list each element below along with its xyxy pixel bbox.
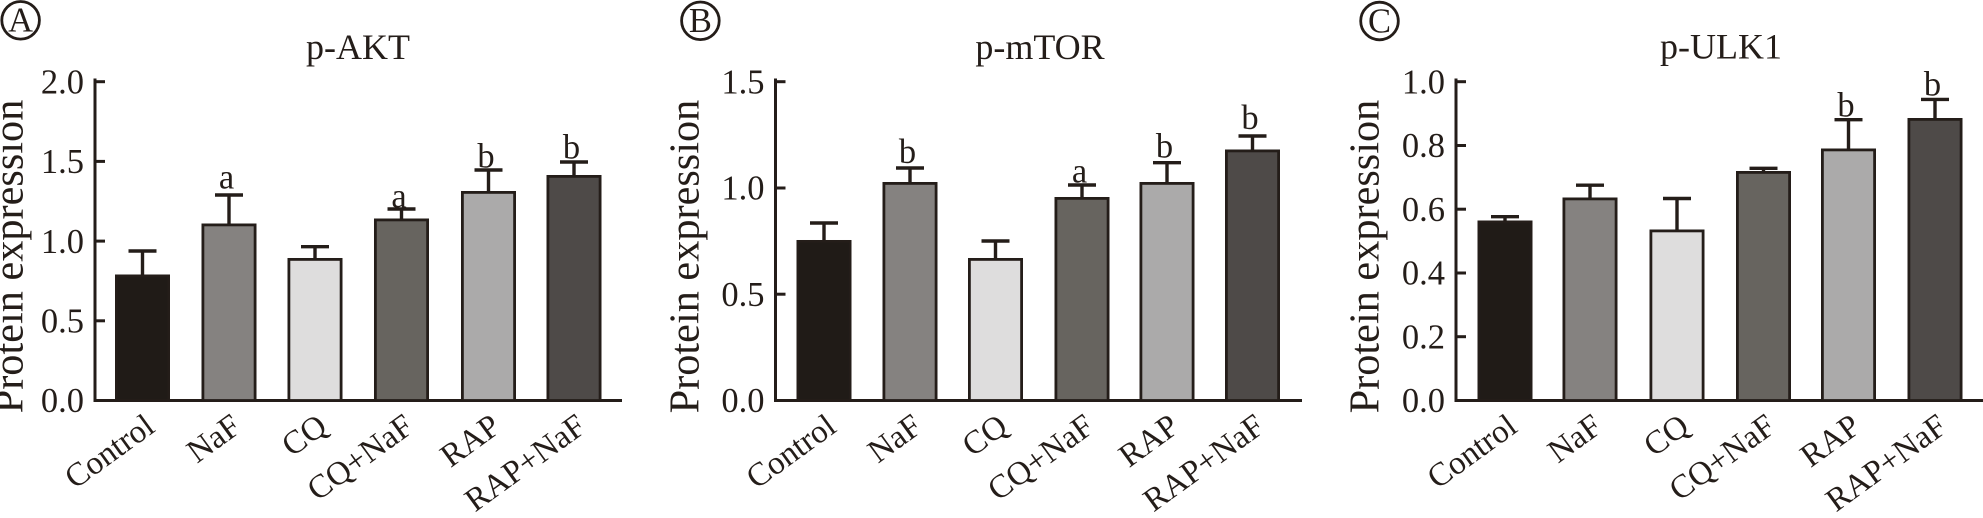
- svg-text:1.5: 1.5: [721, 63, 764, 101]
- svg-text:Protein expression: Protein expression: [662, 100, 709, 414]
- svg-text:1.0: 1.0: [721, 170, 764, 208]
- svg-text:b: b: [477, 138, 494, 176]
- svg-text:B: B: [689, 2, 712, 40]
- svg-text:0.5: 0.5: [41, 303, 84, 341]
- svg-text:A: A: [8, 2, 33, 40]
- svg-text:0.8: 0.8: [1402, 127, 1445, 165]
- svg-text:p-mTOR: p-mTOR: [975, 27, 1104, 67]
- svg-text:Protein expression: Protein expression: [1342, 100, 1389, 414]
- svg-text:b: b: [563, 129, 580, 167]
- svg-text:a: a: [219, 159, 234, 197]
- svg-text:0.0: 0.0: [41, 382, 84, 420]
- svg-text:0.6: 0.6: [1402, 191, 1445, 229]
- svg-text:p-ULK1: p-ULK1: [1660, 27, 1782, 67]
- svg-text:1.5: 1.5: [41, 143, 84, 181]
- svg-text:b: b: [1156, 128, 1173, 166]
- svg-text:0.2: 0.2: [1402, 318, 1445, 356]
- svg-text:0.0: 0.0: [721, 382, 764, 420]
- svg-text:a: a: [1072, 152, 1087, 190]
- svg-text:1.0: 1.0: [41, 223, 84, 261]
- svg-text:p-AKT: p-AKT: [306, 27, 410, 67]
- svg-text:0.4: 0.4: [1402, 255, 1445, 293]
- svg-text:C: C: [1368, 2, 1391, 40]
- svg-text:0.0: 0.0: [1402, 382, 1445, 420]
- svg-text:b: b: [1837, 87, 1854, 125]
- svg-text:1.0: 1.0: [1402, 63, 1445, 101]
- svg-text:2.0: 2.0: [41, 63, 84, 101]
- svg-text:b: b: [899, 133, 916, 171]
- svg-text:b: b: [1924, 66, 1941, 104]
- svg-text:b: b: [1241, 99, 1258, 137]
- svg-text:Protein expression: Protein expression: [0, 100, 32, 414]
- svg-text:0.5: 0.5: [721, 276, 764, 314]
- svg-text:a: a: [391, 178, 406, 216]
